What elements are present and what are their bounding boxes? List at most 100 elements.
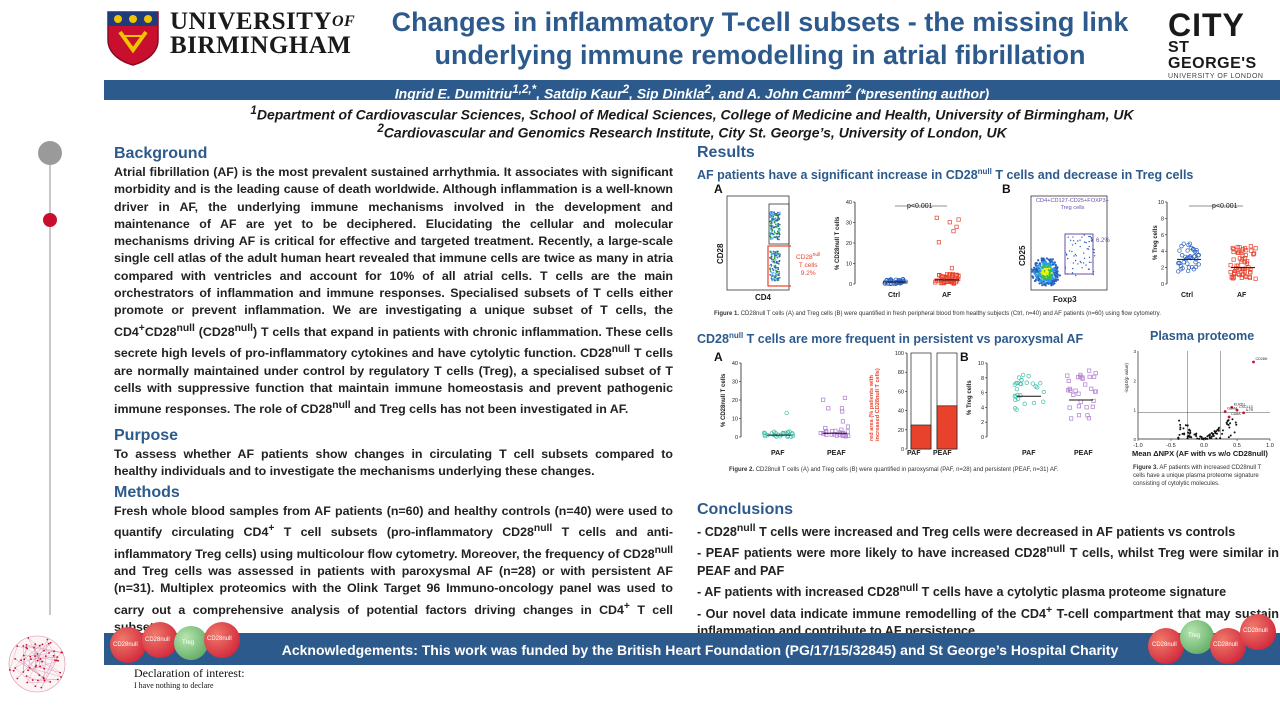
flow-event — [1038, 262, 1041, 265]
data-point — [845, 429, 850, 434]
data-point — [1019, 381, 1024, 387]
data-point — [936, 240, 941, 245]
network-node — [53, 650, 56, 653]
methods-heading: Methods — [114, 484, 180, 501]
flow-event — [1086, 248, 1088, 250]
data-point — [1191, 254, 1197, 259]
data-point — [1196, 253, 1201, 258]
data-point — [1204, 437, 1207, 440]
flow-event — [1035, 273, 1038, 276]
flow-event — [778, 254, 781, 257]
data-point — [1216, 432, 1219, 435]
network-node — [54, 659, 56, 662]
flow-event — [778, 229, 781, 232]
data-point — [1231, 418, 1234, 421]
uob-logo: UNIVERSITYOF BIRMINGHAM — [106, 8, 362, 68]
flow-event — [1085, 241, 1087, 244]
flow-event — [774, 213, 777, 216]
y-tick-label: 4 — [981, 405, 984, 411]
flow-event — [777, 250, 779, 253]
network-node — [55, 659, 58, 662]
flow-a-gate-label: CD28null T cells 9.2% — [796, 252, 821, 278]
y-tick-label: 0 — [981, 435, 984, 441]
flow-event — [771, 260, 773, 263]
flow-event — [1077, 240, 1079, 242]
y-tick-label: 1 — [1133, 408, 1136, 413]
timeline-dot-icon — [43, 213, 57, 227]
author-bar — [104, 80, 1280, 100]
flow-event — [770, 230, 773, 233]
network-node — [22, 645, 25, 647]
flow-event — [1069, 239, 1072, 241]
flow-event — [1037, 259, 1040, 262]
dotplot-cd28null: 40 30 20 10 0 — [846, 200, 961, 288]
flow-event — [1046, 265, 1049, 269]
y-tick-label: 40 — [898, 409, 904, 415]
cell-illustration-icon — [1180, 620, 1214, 654]
cell-illustration-icon — [1148, 628, 1184, 664]
flow-event — [771, 211, 774, 214]
data-point — [1092, 374, 1097, 379]
flow-event — [1075, 255, 1077, 257]
flow-event — [773, 279, 776, 282]
flow-event — [774, 258, 777, 261]
data-point — [942, 274, 947, 279]
panel-label: A — [714, 350, 723, 364]
network-node — [49, 681, 52, 683]
flow-event — [769, 211, 772, 214]
flow-event — [1089, 235, 1091, 238]
flow-event — [1058, 274, 1062, 277]
data-point — [1085, 413, 1090, 418]
figure-3-caption: Figure 3. AF patients with increased CD2… — [1133, 465, 1262, 487]
data-point — [1188, 428, 1191, 431]
data-point — [1194, 433, 1197, 436]
data-point — [1225, 421, 1228, 424]
data-point — [1209, 437, 1212, 440]
data-point — [938, 278, 944, 284]
network-node — [52, 654, 55, 657]
y-tick-label: 60 — [898, 389, 904, 395]
network-edge — [15, 667, 36, 687]
flow-event — [1093, 255, 1096, 257]
data-point — [1186, 424, 1189, 427]
flow-event — [772, 218, 775, 221]
declaration-body: I have nothing to declare — [134, 681, 214, 690]
flow-event — [1073, 255, 1075, 257]
flow-event — [769, 222, 772, 225]
flow-event — [1041, 274, 1044, 277]
data-point — [1188, 436, 1191, 439]
flow-event — [774, 220, 777, 223]
data-point — [1186, 265, 1192, 270]
data-point — [1177, 260, 1182, 266]
cell-illustration-icon — [204, 622, 240, 658]
data-point — [1229, 434, 1232, 437]
flow-event — [1085, 264, 1087, 266]
flow-event — [774, 264, 777, 267]
y-tick-label: 20 — [898, 428, 904, 434]
bar-increased — [936, 405, 958, 450]
flow-event — [774, 266, 777, 269]
flow-event — [776, 232, 779, 235]
network-node — [38, 644, 41, 647]
affiliation-1: 1Department of Cardiovascular Sciences, … — [250, 104, 1134, 123]
x-tick-label: 0.0 — [1200, 443, 1208, 447]
flow-event — [1077, 263, 1079, 265]
data-point — [1093, 371, 1098, 376]
data-point — [1206, 437, 1209, 440]
data-point — [1231, 247, 1236, 252]
network-edge — [41, 660, 57, 688]
data-point — [1091, 398, 1096, 403]
flow-event — [1051, 258, 1054, 261]
group-label: PEAF — [933, 450, 952, 457]
network-edge — [23, 644, 27, 673]
flow-event — [1080, 261, 1082, 264]
flow-event — [1047, 282, 1050, 285]
data-point — [1184, 424, 1187, 427]
data-point — [1183, 254, 1188, 260]
flow-event — [1044, 265, 1047, 268]
y-tick-label: 0 — [735, 435, 738, 441]
data-point — [1177, 248, 1182, 253]
network-node — [60, 651, 63, 654]
flow-event — [1079, 245, 1081, 248]
